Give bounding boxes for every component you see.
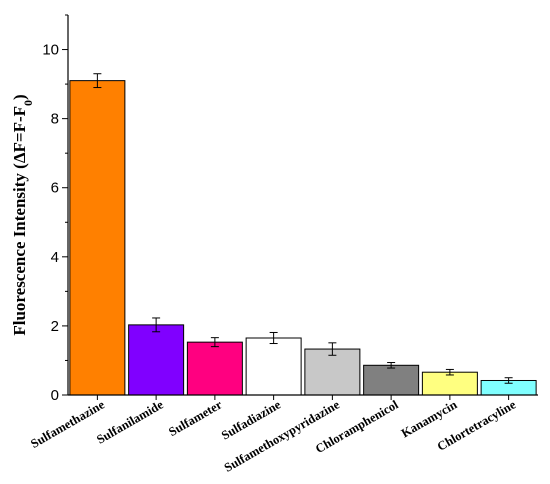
y-tick-label-3: 6 — [51, 180, 59, 197]
y-tick-label-0: 0 — [51, 387, 59, 404]
y-axis-title-subscript: 0 — [21, 100, 35, 106]
bar-5 — [363, 364, 420, 396]
y-axis-title-suffix: ) — [10, 94, 29, 100]
bars-layer — [69, 73, 537, 396]
x-tick-label-2: Sulfameter — [166, 397, 224, 439]
y-tick-label-5: 10 — [42, 42, 59, 59]
bar-3 — [245, 337, 302, 396]
bar-2 — [186, 341, 243, 396]
bar-1 — [128, 324, 185, 396]
y-tick-label-2: 4 — [51, 249, 59, 266]
axes-layer — [62, 14, 538, 400]
x-tick-label-1: Sulfanilamide — [94, 397, 166, 447]
bar-0 — [69, 80, 126, 396]
y-axis-title-main: Fluorescence Intensity (ΔF=F-F — [10, 106, 29, 336]
bar-6 — [421, 371, 478, 396]
y-axis-title: Fluorescence Intensity (ΔF=F-F0) — [10, 94, 35, 335]
x-tick-label-0: Sulfamethazine — [28, 397, 107, 451]
bar-4 — [304, 348, 361, 396]
y-tick-label-1: 2 — [51, 318, 59, 335]
y-tick-label-4: 8 — [51, 111, 59, 128]
